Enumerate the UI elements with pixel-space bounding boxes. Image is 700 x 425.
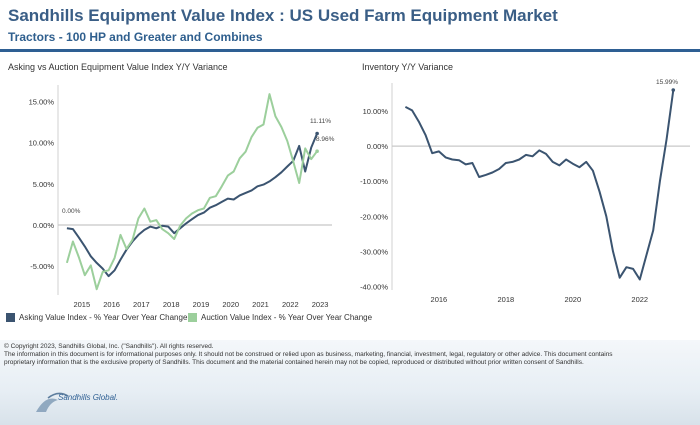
y-tick-label: 10.00%	[363, 107, 389, 116]
legend-auction-label: Auction Value Index - % Year Over Year C…	[201, 313, 373, 322]
auction-end-label: 8.96%	[316, 136, 335, 143]
inventory-chart: -40.00% -30.00% -20.00% -10.00% 0.00% 10.00% 2…	[360, 79, 690, 304]
disclaimer-text: The information in this document is for …	[4, 351, 613, 366]
y-tick-label: -20.00%	[360, 212, 388, 221]
asking-end-label: 11.11%	[310, 118, 331, 125]
x-tick-label: 2022	[282, 300, 299, 309]
series-line-1	[404, 89, 675, 281]
page-title: Sandhills Equipment Value Index : US Use…	[8, 6, 558, 25]
legend-auction-swatch	[188, 313, 197, 322]
logo-text: Sandhills Global.	[58, 393, 119, 402]
series-line-2	[65, 93, 318, 291]
y-tick-label: 10.00%	[29, 139, 55, 148]
x-tick-label: 2016	[103, 300, 120, 309]
series-end-marker-1	[671, 88, 676, 92]
series-end-marker-1	[315, 131, 319, 136]
x-tick-label: 2015	[73, 300, 90, 309]
series-line-1	[66, 133, 319, 278]
zero-value-label: 0.00%	[62, 208, 81, 215]
x-tick-label: 2018	[163, 300, 180, 309]
x-tick-label: 2018	[497, 295, 514, 304]
series-end-marker-2	[315, 149, 319, 154]
y-tick-label: 15.00%	[29, 97, 55, 106]
left-chart-title: Asking vs Auction Equipment Value Index …	[8, 62, 228, 72]
y-tick-label: 0.00%	[33, 221, 55, 230]
footer: © Copyright 2023, Sandhills Global, Inc.…	[0, 340, 700, 425]
legend-auction: Auction Value Index - % Year Over Year C…	[188, 313, 372, 322]
y-tick-label: -40.00%	[360, 282, 388, 291]
x-tick-label: 2022	[631, 295, 648, 304]
copyright-text: © Copyright 2023, Sandhills Global, Inc.…	[4, 343, 214, 350]
y-tick-label: 0.00%	[367, 142, 389, 151]
title-divider	[0, 49, 700, 52]
sandhills-logo-icon	[36, 392, 69, 412]
x-tick-label: 2016	[431, 295, 448, 304]
x-tick-label: 2017	[133, 300, 150, 309]
y-tick-label: -10.00%	[360, 177, 388, 186]
legend-asking-label: Asking Value Index - % Year Over Year Ch…	[19, 313, 188, 322]
y-tick-label: 5.00%	[33, 180, 55, 189]
y-tick-label: -5.00%	[30, 262, 54, 271]
y-tick-label: -30.00%	[360, 247, 388, 256]
x-tick-label: 2021	[252, 300, 269, 309]
inventory-end-label: 15.99%	[656, 79, 678, 86]
page-subtitle: Tractors - 100 HP and Greater and Combin…	[8, 30, 263, 44]
right-chart-title: Inventory Y/Y Variance	[362, 62, 454, 72]
x-tick-label: 2020	[222, 300, 239, 309]
value-index-chart: -5.00% 0.00% 5.00% 10.00% 15.00% 2015 2016 2017…	[29, 85, 335, 309]
x-tick-label: 2023	[312, 300, 329, 309]
x-tick-label: 2019	[193, 300, 210, 309]
legend-asking: Asking Value Index - % Year Over Year Ch…	[6, 313, 187, 322]
x-tick-label: 2020	[564, 295, 581, 304]
legend-asking-swatch	[6, 313, 15, 322]
